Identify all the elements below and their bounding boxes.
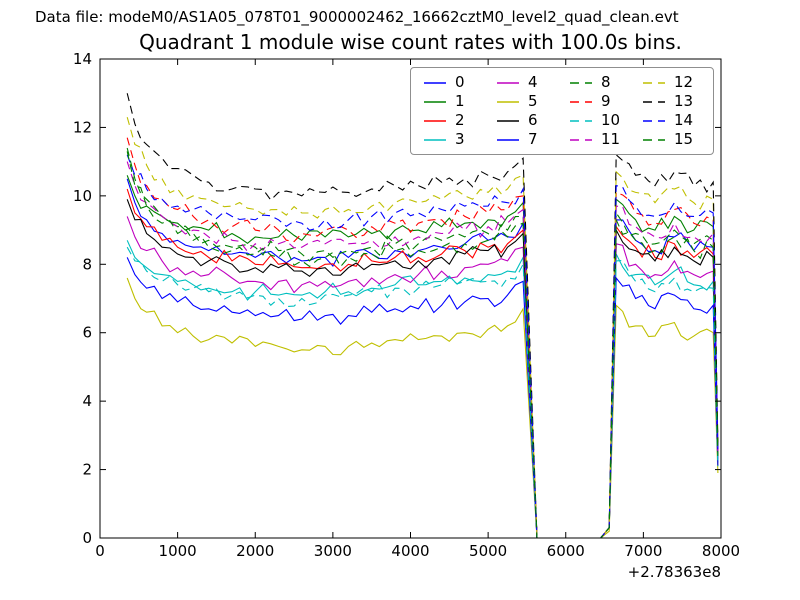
legend-line-sample: [570, 119, 592, 122]
legend-line-sample: [643, 81, 665, 84]
series-line-8: [126, 147, 719, 538]
data-file-label: Data file: modeM0/AS1A05_078T01_90000024…: [35, 8, 679, 26]
legend-item-7: 7: [496, 130, 569, 149]
legend-item-9: 9: [569, 92, 642, 111]
series-line-15: [126, 151, 719, 538]
legend-line-sample: [570, 138, 592, 141]
series-line-14: [126, 154, 719, 538]
y-tick-label: 2: [82, 461, 92, 479]
x-tick-label: 8000: [702, 542, 740, 560]
x-tick-label: 0: [95, 542, 105, 560]
legend-item-6: 6: [496, 111, 569, 130]
legend-line-sample: [643, 119, 665, 122]
legend-item-4: 4: [496, 73, 569, 92]
legend-label: 4: [528, 73, 538, 91]
legend-label: 1: [455, 92, 465, 110]
legend-item-0: 0: [423, 73, 496, 92]
series-line-2: [126, 188, 719, 538]
legend-item-14: 14: [642, 111, 715, 130]
legend-item-8: 8: [569, 73, 642, 92]
legend-item-2: 2: [423, 111, 496, 130]
series-line-9: [126, 137, 719, 538]
legend-label: 15: [674, 130, 694, 148]
series-line-13: [126, 93, 719, 538]
x-tick-label: 5000: [469, 542, 507, 560]
legend-label: 10: [601, 111, 621, 129]
legend-label: 6: [528, 111, 538, 129]
series-line-6: [126, 199, 719, 538]
legend-line-sample: [497, 81, 519, 84]
legend-line-sample: [497, 100, 519, 103]
y-tick-label: 14: [73, 50, 92, 68]
legend-item-3: 3: [423, 130, 496, 149]
series-line-5: [126, 277, 719, 538]
legend: 0 1 2 3 4 5 6 7 8 9 10 11 12 13 14 15: [410, 67, 714, 155]
legend-item-10: 10: [569, 111, 642, 130]
legend-item-12: 12: [642, 73, 715, 92]
series-line-12: [126, 117, 719, 538]
legend-item-5: 5: [496, 92, 569, 111]
legend-line-sample: [570, 81, 592, 84]
chart-title: Quadrant 1 module wise count rates with …: [139, 30, 682, 54]
series-line-1: [126, 175, 719, 538]
legend-line-sample: [424, 119, 446, 122]
y-tick-label: 6: [82, 324, 92, 342]
legend-label: 0: [455, 73, 465, 91]
legend-label: 14: [674, 111, 694, 129]
series-line-11: [126, 161, 719, 538]
legend-label: 7: [528, 130, 538, 148]
legend-item-13: 13: [642, 92, 715, 111]
x-tick-label: 6000: [547, 542, 585, 560]
series-line-3: [126, 240, 719, 538]
legend-label: 13: [674, 92, 694, 110]
x-axis-offset-label: +2.78363e8: [628, 563, 721, 581]
y-tick-label: 12: [73, 118, 92, 136]
x-tick-label: 3000: [314, 542, 352, 560]
legend-item-1: 1: [423, 92, 496, 111]
legend-line-sample: [424, 100, 446, 103]
series-line-0: [126, 178, 719, 538]
y-tick-label: 0: [82, 529, 92, 547]
legend-item-15: 15: [642, 130, 715, 149]
legend-line-sample: [570, 100, 592, 103]
y-tick-label: 4: [82, 392, 92, 410]
legend-label: 2: [455, 111, 465, 129]
series-group: [126, 93, 719, 538]
x-tick-label: 4000: [391, 542, 429, 560]
legend-label: 11: [601, 130, 621, 148]
legend-line-sample: [424, 81, 446, 84]
legend-line-sample: [497, 138, 519, 141]
legend-line-sample: [424, 138, 446, 141]
x-tick-label: 7000: [624, 542, 662, 560]
legend-line-sample: [497, 119, 519, 122]
y-tick-label: 10: [73, 187, 92, 205]
series-line-4: [126, 216, 719, 538]
x-tick-label: 1000: [159, 542, 197, 560]
legend-label: 5: [528, 92, 538, 110]
legend-line-sample: [643, 100, 665, 103]
legend-label: 9: [601, 92, 611, 110]
legend-label: 3: [455, 130, 465, 148]
legend-item-11: 11: [569, 130, 642, 149]
series-line-7: [126, 257, 719, 538]
series-line-10: [126, 246, 719, 538]
legend-label: 8: [601, 73, 611, 91]
legend-label: 12: [674, 73, 694, 91]
y-tick-label: 8: [82, 255, 92, 273]
legend-line-sample: [643, 138, 665, 141]
x-tick-label: 2000: [236, 542, 274, 560]
